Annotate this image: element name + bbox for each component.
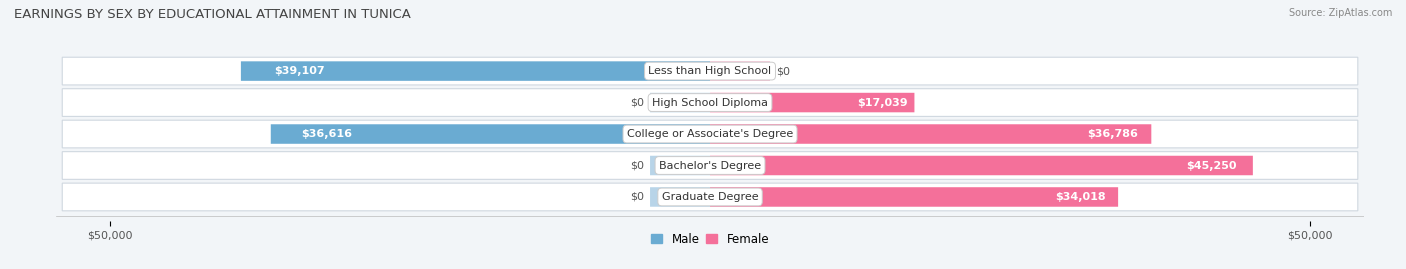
Text: Source: ZipAtlas.com: Source: ZipAtlas.com: [1288, 8, 1392, 18]
Text: $0: $0: [630, 192, 644, 202]
Text: $0: $0: [776, 66, 790, 76]
Text: EARNINGS BY SEX BY EDUCATIONAL ATTAINMENT IN TUNICA: EARNINGS BY SEX BY EDUCATIONAL ATTAINMEN…: [14, 8, 411, 21]
Text: $0: $0: [630, 161, 644, 171]
FancyBboxPatch shape: [62, 120, 1358, 148]
Text: $34,018: $34,018: [1056, 192, 1107, 202]
Text: $36,786: $36,786: [1087, 129, 1137, 139]
Text: High School Diploma: High School Diploma: [652, 98, 768, 108]
FancyBboxPatch shape: [650, 187, 710, 207]
FancyBboxPatch shape: [710, 187, 1118, 207]
Text: $17,039: $17,039: [858, 98, 908, 108]
FancyBboxPatch shape: [650, 156, 710, 175]
FancyBboxPatch shape: [62, 152, 1358, 179]
FancyBboxPatch shape: [710, 93, 914, 112]
Text: Less than High School: Less than High School: [648, 66, 772, 76]
Legend: Male, Female: Male, Female: [651, 233, 769, 246]
FancyBboxPatch shape: [710, 61, 770, 81]
Text: $36,616: $36,616: [301, 129, 353, 139]
FancyBboxPatch shape: [62, 183, 1358, 211]
FancyBboxPatch shape: [710, 156, 1253, 175]
Text: College or Associate's Degree: College or Associate's Degree: [627, 129, 793, 139]
Text: $39,107: $39,107: [274, 66, 325, 76]
Text: $0: $0: [630, 98, 644, 108]
FancyBboxPatch shape: [710, 124, 1152, 144]
FancyBboxPatch shape: [62, 57, 1358, 85]
FancyBboxPatch shape: [62, 89, 1358, 116]
Text: Bachelor's Degree: Bachelor's Degree: [659, 161, 761, 171]
Text: Graduate Degree: Graduate Degree: [662, 192, 758, 202]
Text: $45,250: $45,250: [1187, 161, 1236, 171]
FancyBboxPatch shape: [650, 93, 710, 112]
FancyBboxPatch shape: [240, 61, 710, 81]
FancyBboxPatch shape: [271, 124, 710, 144]
